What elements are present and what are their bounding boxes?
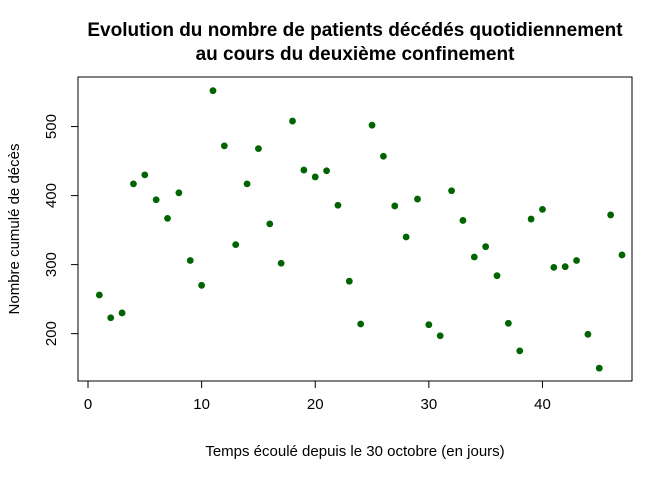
data-point (152, 196, 160, 204)
data-point (243, 180, 251, 188)
data-point (402, 233, 410, 241)
y-axis-label: Nombre cumulé de décès (6, 144, 23, 315)
data-point (209, 87, 217, 95)
x-axis: 0 10 20 30 40 (84, 380, 551, 413)
x-tick-label: 30 (421, 396, 438, 413)
data-point (539, 205, 546, 213)
y-axis: 200 300 400 500 (43, 114, 79, 346)
data-point (550, 263, 558, 271)
y-tick-label: 400 (43, 183, 60, 208)
data-point (357, 320, 365, 328)
data-point (175, 189, 183, 197)
data-point (220, 142, 228, 150)
y-tick-label: 200 (43, 321, 60, 346)
data-point (95, 291, 103, 299)
data-point (323, 167, 330, 175)
data-point (380, 152, 387, 160)
data-point (130, 180, 137, 188)
x-tick-label: 40 (534, 396, 551, 413)
data-point (527, 215, 535, 223)
data-point (470, 253, 478, 261)
data-point (198, 281, 206, 289)
data-point (141, 171, 149, 179)
data-point (584, 330, 592, 338)
data-point (561, 263, 569, 271)
data-point (289, 117, 296, 125)
data-point (368, 121, 376, 129)
data-point (595, 364, 603, 372)
plot-frame (77, 76, 633, 382)
x-tick-label: 0 (84, 396, 92, 413)
data-point (118, 309, 126, 317)
data-point (300, 166, 308, 174)
data-point (164, 214, 171, 222)
data-point (266, 220, 274, 228)
data-point (448, 187, 455, 195)
data-point (459, 217, 467, 224)
data-point (334, 201, 342, 209)
data-point (425, 321, 433, 329)
data-point (232, 241, 240, 249)
data-point (436, 332, 444, 340)
data-point (414, 195, 421, 203)
chart-title-line-2: au cours du deuxième confinement (196, 44, 516, 65)
data-point (277, 259, 285, 267)
data-point (482, 243, 490, 251)
y-tick-label: 500 (43, 114, 60, 139)
data-point (516, 347, 524, 355)
data-point (493, 272, 501, 280)
x-tick-label: 20 (307, 396, 324, 413)
data-point (391, 202, 399, 210)
data-point (255, 145, 262, 153)
chart-title-line-1: Evolution du nombre de patients décédés … (87, 20, 623, 41)
data-point (345, 277, 353, 285)
y-tick-label: 300 (43, 252, 60, 277)
x-tick-label: 10 (193, 396, 210, 413)
data-point (607, 211, 615, 219)
data-points (95, 87, 626, 372)
data-point (107, 314, 115, 322)
data-point (618, 251, 626, 259)
x-axis-label: Temps écoulé depuis le 30 octobre (en jo… (205, 443, 504, 460)
data-point (311, 173, 319, 181)
data-point (504, 319, 512, 327)
data-point (186, 257, 194, 264)
data-point (573, 257, 580, 264)
